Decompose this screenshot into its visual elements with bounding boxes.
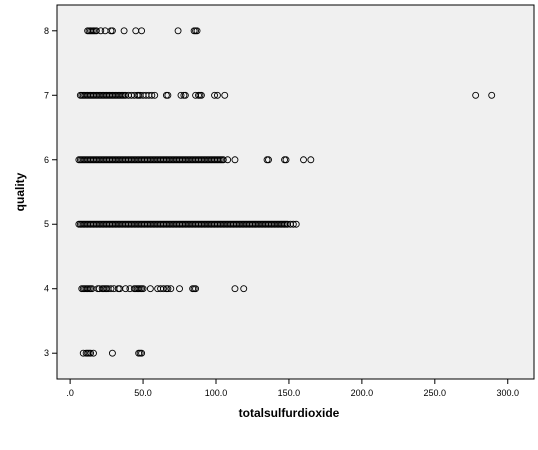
x-tick-label: .0: [66, 388, 74, 398]
data-point: [472, 91, 480, 99]
y-tick-label: 7: [44, 90, 49, 100]
data-point: [92, 27, 100, 35]
y-axis-title: quality: [13, 172, 27, 211]
y-tick-label: 6: [44, 155, 49, 165]
x-tick-label: 150.0: [278, 388, 301, 398]
data-points: [75, 27, 496, 357]
data-point: [148, 91, 156, 99]
data-point: [164, 91, 172, 99]
data-point: [97, 27, 105, 35]
x-tick-label: 50.0: [134, 388, 152, 398]
data-point: [211, 91, 218, 99]
data-point: [300, 156, 307, 164]
data-point: [181, 91, 189, 99]
data-point: [265, 156, 272, 164]
data-point: [192, 285, 200, 293]
data-point: [292, 220, 300, 228]
y-tick-label: 4: [44, 284, 49, 294]
data-point: [108, 349, 116, 357]
data-point: [221, 91, 229, 99]
data-point: [240, 285, 248, 293]
data-point: [107, 285, 115, 293]
data-point: [197, 91, 205, 99]
y-tick-label: 8: [44, 26, 49, 36]
data-point: [214, 91, 221, 99]
data-point: [177, 91, 185, 99]
data-point: [164, 285, 172, 293]
data-point: [146, 285, 154, 293]
data-point: [282, 156, 290, 164]
x-tick-label: 200.0: [351, 388, 374, 398]
data-point: [174, 27, 182, 35]
data-point: [167, 285, 175, 293]
data-point: [87, 349, 95, 357]
data-point: [151, 91, 159, 99]
data-point: [231, 156, 239, 164]
data-point: [224, 156, 232, 164]
plot-area: [56, 4, 535, 380]
data-point: [90, 349, 97, 357]
data-point: [120, 27, 128, 35]
x-tick-label: 100.0: [205, 388, 228, 398]
x-tick-label: 300.0: [496, 388, 519, 398]
data-point: [139, 285, 147, 293]
data-point: [176, 285, 183, 293]
data-point: [488, 91, 496, 99]
data-point: [307, 156, 315, 164]
y-tick-label: 3: [44, 348, 49, 358]
data-point: [138, 349, 146, 357]
x-tick-label: 250.0: [424, 388, 447, 398]
x-axis: .0 50.0 100.0 150.0 200.0 250.0 300.0: [66, 379, 519, 398]
data-point: [138, 27, 146, 35]
x-axis-title: totalsulfurdioxide: [239, 406, 340, 420]
data-point: [160, 285, 167, 293]
data-point: [289, 220, 297, 228]
data-point: [219, 156, 227, 164]
data-point: [122, 285, 130, 293]
data-point: [108, 27, 116, 35]
data-point: [231, 285, 239, 293]
y-tick-label: 5: [44, 219, 49, 229]
y-axis: 3 4 5 6 7 8: [44, 26, 57, 358]
data-point: [193, 27, 201, 35]
